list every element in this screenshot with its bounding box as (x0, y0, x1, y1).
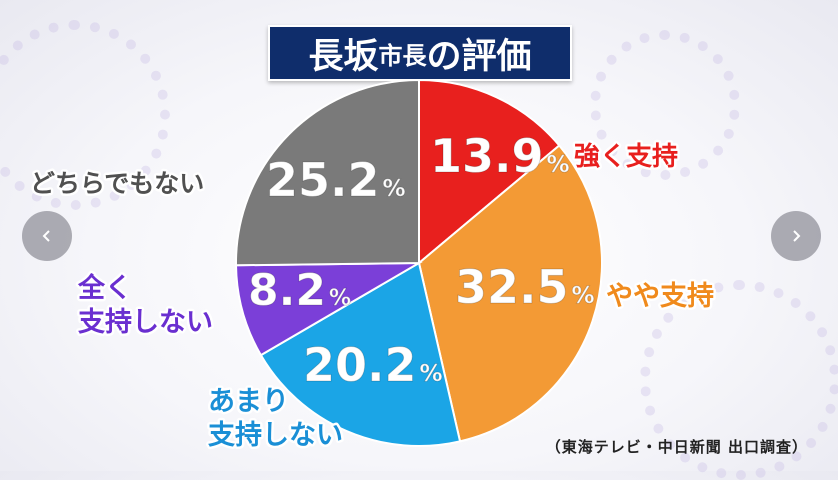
title-part-2: 市長 (378, 41, 427, 70)
category-label: 強く支持 (574, 142, 678, 172)
source-note: （東海テレビ・中日新聞 出口調査） (545, 438, 808, 456)
category-label: 支持しない (78, 307, 213, 338)
percent-label: 25.2% (266, 153, 406, 207)
category-label: どちらでもない (30, 169, 204, 198)
next-button[interactable] (771, 211, 821, 261)
title-part-3: の評価 (426, 36, 532, 77)
chart-title: 長坂 市長 の評価 (268, 25, 572, 81)
pie-slice (417, 144, 603, 443)
category-label: 全く (77, 272, 132, 304)
category-label: 支持しない (208, 420, 343, 451)
category-label: やや支持 (606, 281, 714, 312)
percent-label: 32.5% (455, 260, 595, 314)
percent-label: 13.9% (430, 129, 570, 183)
percent-label: 8.2% (248, 265, 351, 316)
prev-button[interactable] (22, 211, 72, 261)
pie-slice (235, 78, 420, 267)
chevron-right-icon (793, 230, 801, 242)
category-label: あまり (208, 386, 289, 417)
background-decoration (0, 20, 170, 210)
pie-slice (234, 261, 423, 357)
background-decoration (590, 30, 740, 180)
pie-slice (259, 261, 462, 447)
pie-slice (418, 78, 561, 266)
title-part-1: 長坂 (308, 36, 379, 77)
percent-label: 20.2% (303, 338, 443, 392)
chevron-left-icon (42, 230, 50, 242)
